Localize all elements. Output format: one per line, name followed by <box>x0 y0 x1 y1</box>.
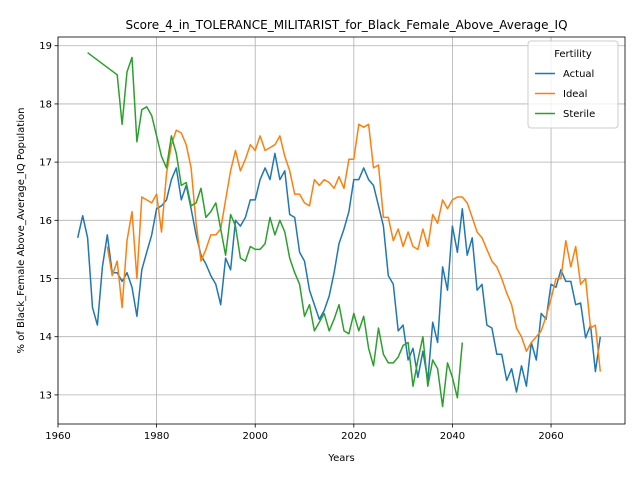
legend: Fertility Actual Ideal Sterile <box>527 40 619 129</box>
y-tick-label: 14 <box>39 332 52 343</box>
x-tick-label: 2040 <box>440 431 465 442</box>
legend-items: Actual Ideal Sterile <box>535 69 595 120</box>
x-tick-label: 2000 <box>242 431 267 442</box>
chart-title: Score_4_in_TOLERANCE_MILITARIST_for_Blac… <box>125 18 567 32</box>
plot-area-frame <box>57 36 626 425</box>
legend-title: Fertility <box>554 49 592 60</box>
y-tick-label: 19 <box>39 41 52 52</box>
axis-ticks: 1960 1980 2000 2020 2040 2060 13 14 15 16 17 18 19 <box>39 41 564 442</box>
x-tick-label: 1960 <box>45 431 70 442</box>
legend-label-actual: Actual <box>563 69 594 80</box>
y-tick-label: 15 <box>39 274 52 285</box>
y-axis-label: % of Black_Female Above_Average_IQ Popul… <box>16 108 27 354</box>
x-axis-label: Years <box>327 453 354 464</box>
legend-box <box>527 40 619 129</box>
x-tick-label: 2020 <box>341 431 366 442</box>
y-tick-label: 13 <box>39 390 52 401</box>
y-tick-label: 17 <box>39 158 52 169</box>
x-tick-label: 1980 <box>144 431 169 442</box>
legend-label-ideal: Ideal <box>563 89 587 100</box>
grid <box>57 37 625 424</box>
legend-label-sterile: Sterile <box>563 109 595 120</box>
x-tick-label: 2060 <box>538 431 563 442</box>
series-lines <box>76 52 602 408</box>
y-tick-label: 18 <box>39 99 52 110</box>
series-line-sterile <box>87 52 464 408</box>
series-line-ideal <box>106 123 602 372</box>
y-tick-label: 16 <box>39 216 52 227</box>
